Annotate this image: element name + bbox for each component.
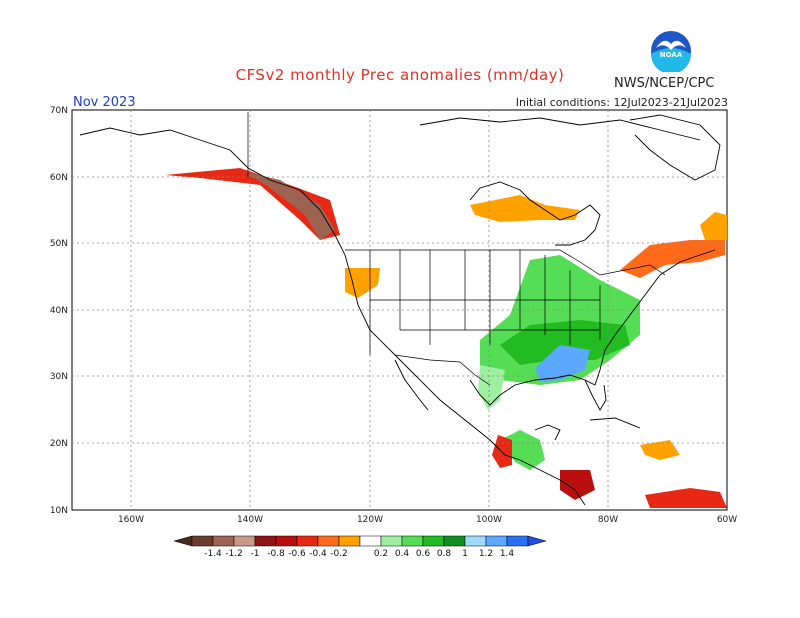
anomaly-northeast-dry (620, 240, 725, 278)
lat-label: 40N (50, 306, 68, 316)
colorbar-label: 1 (462, 549, 468, 559)
anomaly-venezuela-dry (645, 488, 727, 508)
colorbar: -1.4 -1.2 -1 -0.8 -0.6 -0.4 -0.2 0.2 0.4 0.6 0.8 1 1… (173, 535, 547, 559)
colorbar-label: 1.2 (479, 549, 493, 559)
lon-label: 140W (237, 515, 263, 525)
gulf-coast (469, 249, 716, 406)
borders (247, 112, 666, 386)
colorbar-label: 0.8 (437, 549, 452, 559)
map-title: CFSv2 monthly Prec anomalies (mm/day) (235, 66, 565, 84)
initial-conditions: Initial conditions: 12Jul2023-21Jul2023 (515, 96, 728, 109)
colorbar-swatch (464, 535, 487, 547)
anomaly-bc-coast-brown (245, 172, 335, 240)
agency-label: NWS/NCEP/CPC (614, 76, 715, 91)
colorbar-label: 1.4 (500, 549, 515, 559)
latitude-labels: 70N 60N 50N 40N 30N 20N 10N (50, 106, 68, 516)
anomaly-gulf-very-wet (535, 345, 590, 382)
colorbar-label: -0.8 (267, 549, 285, 559)
lat-label: 60N (50, 173, 68, 183)
noaa-logo-icon: NOAA (651, 31, 691, 72)
colorbar-swatch (401, 535, 424, 547)
colorbar-swatch (212, 535, 235, 547)
colorbar-left-arrow (173, 535, 193, 547)
colorbar-swatch (338, 535, 361, 547)
colorbar-swatch (485, 535, 508, 547)
lat-label: 30N (50, 372, 68, 382)
colorbar-label: -0.6 (288, 549, 306, 559)
baja (394, 359, 429, 411)
colorbar-label: 0.4 (395, 549, 410, 559)
colorbar-swatch (275, 535, 298, 547)
colorbar-label: 0.2 (374, 549, 388, 559)
cuba (589, 417, 641, 429)
colorbar-label: -0.2 (330, 549, 348, 559)
colorbar-swatch (317, 535, 340, 547)
state-lines (369, 250, 601, 355)
longitude-labels: 160W 140W 120W 100W 80W 60W (118, 515, 737, 525)
colorbar-swatch (443, 535, 466, 547)
arctic-islands (419, 117, 701, 141)
colorbar-label: -1.4 (204, 549, 222, 559)
colorbar-label: -1 (251, 549, 260, 559)
us-mexico-border (394, 354, 491, 386)
florida (584, 379, 607, 411)
colorbar-swatch (380, 535, 403, 547)
colorbar-swatch (191, 535, 214, 547)
north-america-coast (79, 127, 586, 506)
lon-label: 100W (476, 515, 502, 525)
lat-label: 10N (50, 506, 68, 516)
colorbar-label: 0.6 (416, 549, 431, 559)
colorbar-swatch (254, 535, 277, 547)
colorbar-label: -1.2 (225, 549, 243, 559)
anomaly-labrador-dry (700, 212, 727, 240)
forecast-month: Nov 2023 (73, 95, 136, 110)
graticule (72, 110, 727, 510)
lon-label: 80W (598, 515, 618, 525)
coastlines (79, 114, 721, 506)
colorbar-swatch (296, 535, 319, 547)
colorbar-label: -0.4 (309, 549, 327, 559)
anomaly-west-dry (345, 268, 380, 298)
anomaly-southeast-core-wet (500, 320, 630, 365)
lat-label: 50N (50, 239, 68, 249)
colorbar-swatch (359, 535, 382, 547)
yucatan (534, 424, 561, 441)
lon-label: 120W (357, 515, 383, 525)
lon-label: 160W (118, 515, 144, 525)
colorbar-swatch (422, 535, 445, 547)
lon-label: 60W (717, 515, 737, 525)
hudson-bay (469, 181, 601, 246)
lat-label: 70N (50, 106, 68, 116)
logo-text: NOAA (660, 51, 683, 59)
anomaly-colombia-dry (560, 470, 595, 500)
colorbar-swatch (233, 535, 256, 547)
colorbar-right-arrow (527, 535, 547, 547)
us-canada-border (345, 249, 666, 276)
lat-label: 20N (50, 439, 68, 449)
anomaly-carib-dry (640, 440, 680, 460)
greenland (629, 114, 721, 181)
colorbar-swatch (506, 535, 529, 547)
